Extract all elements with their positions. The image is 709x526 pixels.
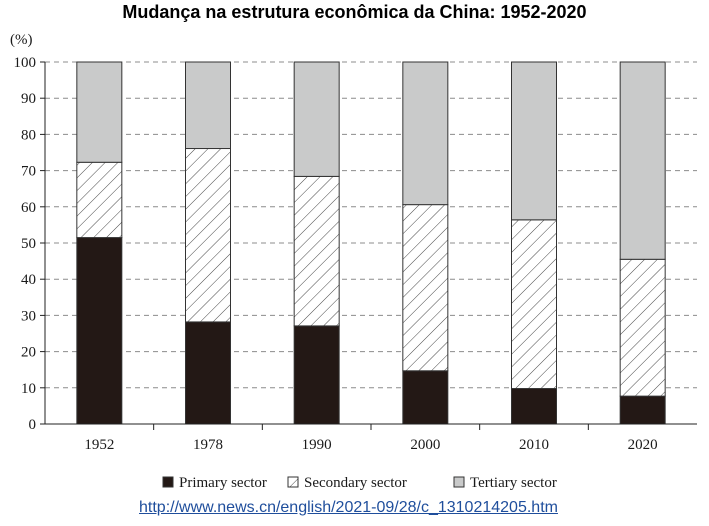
legend-swatch [162,476,174,488]
x-tick-label: 1990 [302,437,332,453]
bar-primary-sector-2020 [619,395,666,425]
bar-tertiary-sector-1990 [293,61,340,177]
bar-secondary-sector-1990 [293,175,340,327]
x-tick-label: 1952 [84,437,114,453]
y-tick-label: 30 [21,308,36,324]
axes-group: 0 10 20 30 40 50 60 70 80 90 100 (%) 1952 1978 1990 200… [10,32,697,453]
legend-item: Primary sector [162,475,267,491]
y-tick-label: 0 [29,417,37,433]
x-tick-label: 1978 [193,437,223,453]
legend-swatch [453,476,465,488]
legend: Primary sector Secondary sector Tertiary s… [162,475,557,491]
y-tick-label: 50 [21,236,36,252]
bar-tertiary-sector-1952 [76,61,123,163]
bar-tertiary-sector-2000 [402,61,449,206]
x-tick-label: 2020 [628,437,658,453]
y-tick-label: 10 [21,381,36,397]
x-tick-label: 2010 [519,437,549,453]
bar-primary-sector-1978 [185,321,231,425]
legend-label: Tertiary sector [470,475,557,491]
y-tick-label: 80 [21,127,36,143]
legend-item: Tertiary sector [453,475,557,491]
bar-secondary-sector-1952 [76,161,123,239]
legend-label: Secondary sector [304,475,407,491]
y-tick-label: 20 [21,345,36,361]
source-link[interactable]: http://www.news.cn/english/2021-09/28/c_… [139,499,558,516]
bar-tertiary-sector-1978 [185,61,231,150]
x-tick-label: 2000 [410,437,440,453]
legend-label: Primary sector [179,475,267,491]
bar-secondary-sector-2010 [511,219,557,390]
y-tick-label: 70 [21,164,36,180]
y-tick-label: 100 [14,55,37,71]
y-axis-label: (%) [10,32,33,48]
y-tick-label: 40 [21,272,36,288]
bar-secondary-sector-2000 [402,204,449,372]
y-tick-label: 90 [21,91,36,107]
chart-title: Mudança na estrutura econômica da China:… [122,2,587,22]
bar-tertiary-sector-2010 [511,61,557,221]
bar-secondary-sector-1978 [185,148,231,323]
y-tick-label: 60 [21,200,36,216]
bar-primary-sector-2010 [511,388,557,425]
legend-item: Secondary sector [287,475,407,491]
legend-swatch [287,476,299,488]
bars-group [76,61,666,425]
bar-tertiary-sector-2020 [619,61,666,260]
grid-lines [45,61,697,389]
bar-primary-sector-1990 [293,325,340,425]
bar-primary-sector-2000 [402,370,449,425]
bar-secondary-sector-2020 [619,258,666,397]
bar-primary-sector-1952 [76,237,123,425]
